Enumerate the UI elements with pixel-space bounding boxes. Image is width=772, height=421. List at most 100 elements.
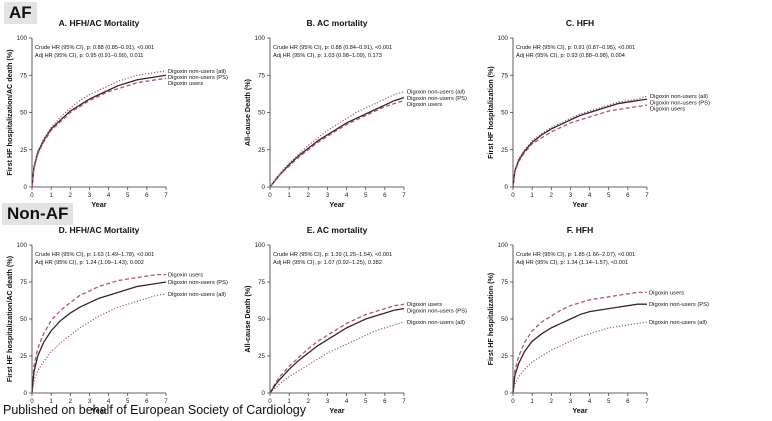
y-tick-label: 50 (258, 316, 265, 323)
x-axis-label: Year (572, 406, 587, 415)
y-tick-label: 0 (505, 390, 509, 397)
x-tick-label: 5 (364, 398, 368, 405)
x-tick-label: 5 (364, 192, 368, 199)
x-tick-label: 3 (88, 398, 92, 405)
chart-title: F. HFH (567, 225, 593, 235)
x-tick-label: 1 (530, 192, 534, 199)
x-tick-label: 4 (345, 398, 349, 405)
series-line (31, 281, 167, 394)
x-tick-label: 2 (307, 398, 311, 405)
x-tick-label: 0 (268, 192, 272, 199)
x-tick-label: 7 (645, 192, 649, 199)
chart-title: A. HFH/AC Mortality (59, 18, 140, 28)
x-axis-label: Year (91, 200, 106, 209)
x-tick-label: 7 (402, 398, 406, 405)
y-tick-label: 50 (258, 110, 265, 117)
x-tick-label: 1 (49, 398, 53, 405)
y-axis-label: First HF hospitalization (%) (486, 66, 495, 159)
x-tick-label: 7 (402, 192, 406, 199)
y-tick-label: 0 (505, 184, 509, 191)
x-tick-label: 3 (326, 192, 330, 199)
y-tick-label: 50 (501, 316, 508, 323)
series-line (269, 96, 405, 188)
legend-label: Digoxin non-users (PS) (168, 75, 228, 81)
y-axis-label: First HF hospitalization/AC death (%) (5, 49, 14, 176)
chart-title: C. HFH (566, 18, 594, 28)
y-tick-label: 75 (258, 279, 265, 286)
legend-label: Digoxin non-users (all) (407, 90, 465, 96)
x-axis-label: Year (572, 200, 587, 209)
legend-label: Digoxin non-users (PS) (407, 96, 467, 102)
chart-title: B. AC mortality (306, 18, 367, 28)
hazard-ratio-annotation: Adj HR (95% CI), p: 0.93 (0.88–0.98), 0.… (516, 53, 625, 59)
x-axis-label: Year (329, 406, 344, 415)
x-tick-label: 2 (307, 192, 311, 199)
y-axis-label: First HF hospitalization (%) (486, 272, 495, 365)
series-line (269, 303, 405, 394)
hazard-ratio-annotation: Adj HR (95% CI), p: 0.95 (0.91–0.99), 0.… (35, 53, 143, 59)
x-tick-label: 0 (268, 398, 272, 405)
hazard-ratio-annotation: Adj HR (95% CI), p: 1.34 (1.14–1.57), <0… (516, 260, 628, 266)
y-tick-label: 25 (20, 353, 27, 360)
y-tick-label: 100 (498, 35, 509, 42)
chart-panel-4: D. HFH/AC Mortality 0 25 50 75 100 0 1 2 3 4 5 6 7 Yea… (5, 225, 228, 415)
x-axis-label: Year (91, 406, 106, 415)
y-tick-label: 100 (498, 242, 509, 249)
x-tick-label: 5 (607, 398, 611, 405)
x-tick-label: 5 (607, 192, 611, 199)
y-axis-label: First HF hospitalization/AC death (%) (5, 255, 14, 382)
x-tick-label: 4 (107, 398, 111, 405)
x-axis-label: Year (329, 200, 344, 209)
hazard-ratio-annotation: Crude HR (95% CI), p: 1.63 (1.49–1.78), … (35, 252, 154, 258)
x-tick-label: 0 (30, 398, 34, 405)
y-tick-label: 25 (501, 353, 508, 360)
y-tick-label: 75 (258, 72, 265, 79)
chart-panel-3: C. HFH 0 25 50 75 100 0 1 2 3 4 5 6 7 Year First HF hos… (486, 18, 710, 209)
series-line (512, 98, 648, 188)
legend-label: Digoxin non-users (all) (168, 292, 226, 298)
series-line (31, 293, 167, 394)
legend-label: Digoxin non-users (PS) (650, 100, 710, 106)
x-tick-label: 7 (645, 398, 649, 405)
y-axis-label: All-cause Death (%) (243, 78, 252, 146)
y-tick-label: 75 (20, 279, 27, 286)
series-line (512, 291, 647, 394)
x-tick-label: 6 (145, 192, 149, 199)
legend-label: Digoxin users (407, 102, 442, 108)
hazard-ratio-annotation: Adj HR (95% CI), p: 1.07 (0.92–1.25), 0.… (273, 260, 382, 266)
x-tick-label: 3 (326, 398, 330, 405)
series-line (512, 303, 647, 394)
hazard-ratio-annotation: Adj HR (95% CI), p: 1.03 (0.98–1.09), 0.… (273, 53, 382, 59)
hazard-ratio-annotation: Adj HR (95% CI), p: 1.24 (1.09–1.43), 0.… (35, 260, 144, 266)
group-label-non-af: Non-AF (2, 203, 74, 225)
x-tick-label: 5 (126, 192, 130, 199)
hazard-ratio-annotation: Crude HR (95% CI), p: 0.91 (0.87–0.95), … (516, 45, 635, 51)
series-line (31, 273, 166, 394)
x-tick-label: 6 (383, 192, 387, 199)
series-line (269, 307, 405, 394)
legend-label: Digoxin users (407, 302, 442, 308)
y-tick-label: 50 (20, 110, 27, 117)
x-tick-label: 0 (511, 192, 515, 199)
y-tick-label: 0 (24, 390, 28, 397)
y-tick-label: 0 (24, 184, 28, 191)
chart-panel-2: B. AC mortality 0 25 50 75 100 0 1 2 3 4 5 6 7 Year All… (243, 18, 467, 209)
x-tick-label: 4 (345, 192, 349, 199)
legend-label: Digoxin non-users (PS) (649, 302, 709, 308)
x-tick-label: 5 (126, 398, 130, 405)
legend-label: Digoxin users (168, 273, 203, 279)
series-line (512, 104, 648, 188)
x-tick-label: 3 (88, 192, 92, 199)
y-tick-label: 75 (20, 72, 27, 79)
series-line (269, 321, 405, 394)
y-tick-label: 25 (20, 147, 27, 154)
x-tick-label: 1 (49, 192, 53, 199)
legend-label: Digoxin non-users (all) (650, 94, 708, 100)
legend-label: Digoxin non-users (all) (407, 320, 465, 326)
y-tick-label: 100 (255, 242, 266, 249)
series-line (512, 95, 648, 188)
series-line (269, 99, 405, 188)
hazard-ratio-annotation: Crude HR (95% CI), p: 0.88 (0.85–0.91), … (35, 45, 154, 51)
x-tick-label: 4 (588, 398, 592, 405)
